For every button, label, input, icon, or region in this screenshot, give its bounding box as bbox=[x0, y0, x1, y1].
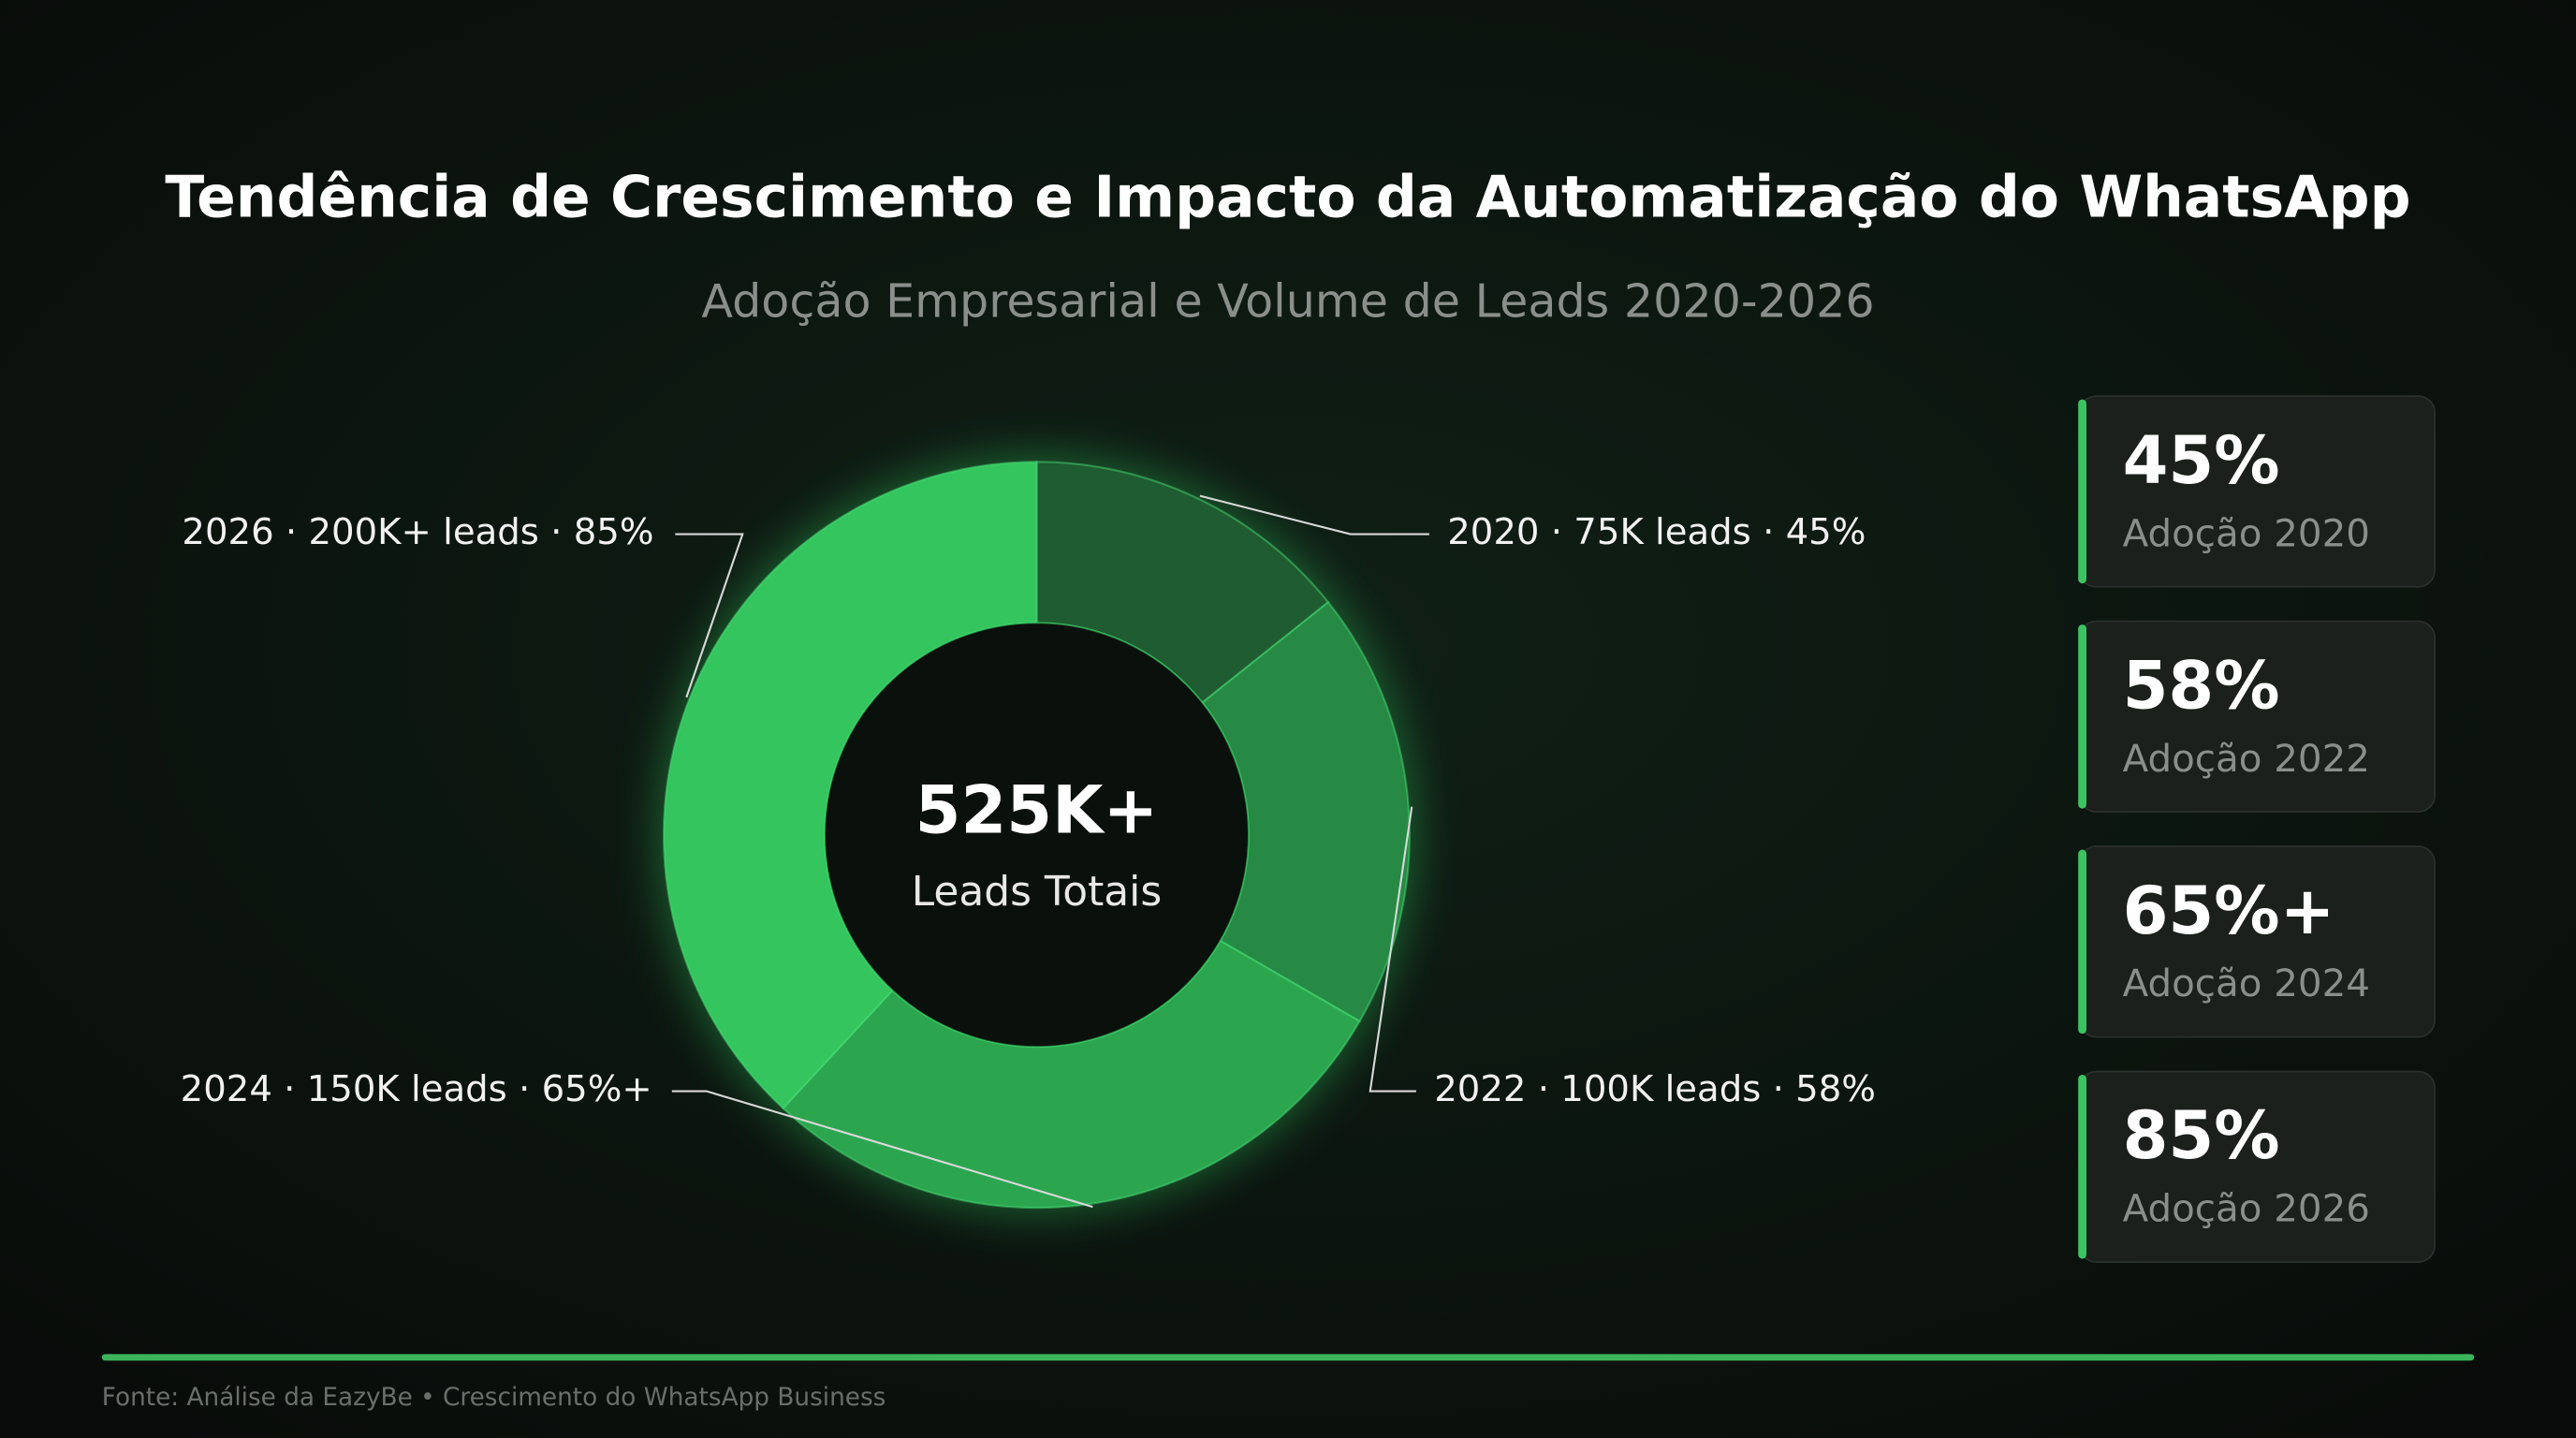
card-value: 45% bbox=[2123, 422, 2280, 499]
slice-label: 2026 · 200K+ leads · 85% bbox=[182, 511, 653, 553]
leader-line bbox=[675, 533, 744, 698]
footer: Fonte: Análise da EazyBe • Crescimento d… bbox=[102, 1384, 886, 1412]
slice-label: 2022 · 100K leads · 58% bbox=[1434, 1068, 1876, 1110]
center-label: Leads Totais bbox=[912, 868, 1162, 916]
card-accent bbox=[2078, 1074, 2086, 1259]
leader-line bbox=[1368, 806, 1416, 1093]
donut bbox=[663, 461, 1411, 1210]
card-label: Adoção 2022 bbox=[2123, 737, 2370, 781]
chart-subtitle: Adoção Empresarial e Volume de Leads 202… bbox=[701, 273, 1874, 328]
slice-label: 2020 · 75K leads · 45% bbox=[1447, 511, 1866, 553]
card-label: Adoção 2026 bbox=[2123, 1187, 2370, 1231]
leader-line bbox=[671, 1090, 1093, 1209]
card-label: Adoção 2020 bbox=[2123, 511, 2370, 555]
card-value: 65%+ bbox=[2123, 873, 2335, 949]
card-accent bbox=[2078, 849, 2086, 1034]
chart-title: Tendência de Crescimento e Impacto da Au… bbox=[165, 164, 2410, 230]
card-accent bbox=[2078, 399, 2086, 584]
donut-hole bbox=[824, 622, 1250, 1049]
card-label: Adoção 2024 bbox=[2123, 961, 2370, 1005]
divider bbox=[101, 1354, 2475, 1361]
center-value: 525K+ bbox=[915, 772, 1159, 849]
cards: 45% Adoção 2020 58% Adoção 2022 65%+ Adoção 2… bbox=[2078, 395, 2436, 1263]
slice-label: 2024 · 150K leads · 65%+ bbox=[181, 1068, 652, 1110]
card-value: 85% bbox=[2123, 1097, 2280, 1174]
card-accent bbox=[2078, 624, 2086, 809]
leader-line bbox=[1199, 494, 1429, 536]
card-value: 58% bbox=[2123, 647, 2280, 724]
